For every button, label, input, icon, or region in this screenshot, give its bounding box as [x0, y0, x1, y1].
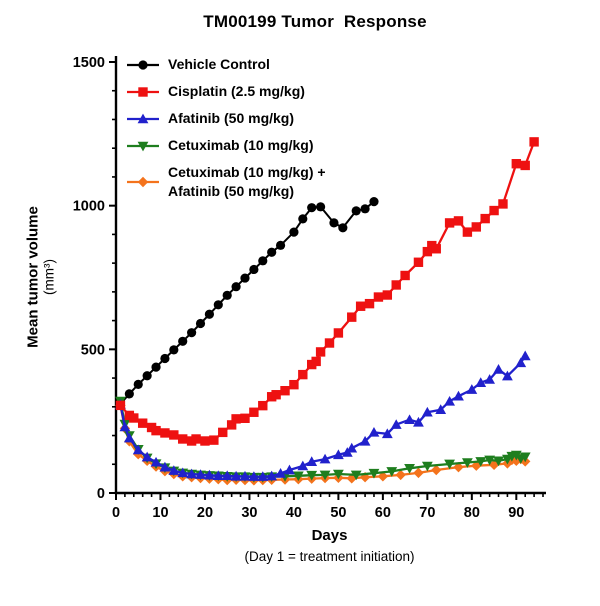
- series-cetuximab: [115, 396, 531, 483]
- legend-label: Cetuximab (10 mg/kg): [168, 137, 314, 153]
- y-tick-label: 1500: [73, 55, 105, 71]
- x-tick-label: 90: [508, 505, 524, 521]
- legend-item-2: Cisplatin (2.5 mg/kg): [127, 82, 326, 101]
- x-tick-label: 30: [241, 505, 257, 521]
- y-tick-label: 1000: [73, 199, 105, 215]
- series-cisplatin: [115, 137, 539, 446]
- series-vehicle: [115, 197, 379, 409]
- triangle-up-legend-marker-icon: [127, 113, 159, 123]
- diamond-legend-marker-icon: [127, 176, 159, 188]
- x-tick-label: 70: [419, 505, 435, 521]
- legend-label: Cetuximab (10 mg/kg) + Afatinib (50 mg/k…: [168, 164, 326, 199]
- legend: Vehicle Control Cisplatin (2.5 mg/kg) Afat…: [127, 55, 326, 209]
- y-tick-label: 500: [81, 342, 105, 358]
- triangle-down-legend-marker-icon: [127, 141, 159, 151]
- circle-legend-marker-icon: [127, 59, 159, 70]
- series-afatinib: [115, 350, 531, 481]
- y-axis-label-unit: (mm³): [41, 259, 57, 295]
- x-tick-label: 0: [112, 505, 120, 521]
- legend-label: Afatinib (50 mg/kg): [168, 110, 295, 126]
- x-tick-label: 50: [330, 505, 346, 521]
- legend-item-5: Cetuximab (10 mg/kg) + Afatinib (50 mg/k…: [127, 163, 326, 201]
- x-tick-label: 40: [286, 505, 302, 521]
- legend-item-1: Vehicle Control: [127, 55, 326, 74]
- y-axis-label-text: Mean tumor volume: [24, 206, 42, 348]
- x-tick-label: 20: [197, 505, 213, 521]
- legend-label: Cisplatin (2.5 mg/kg): [168, 83, 305, 99]
- square-legend-marker-icon: [127, 86, 159, 97]
- x-axis-label: Days: [311, 527, 348, 544]
- x-tick-label: 60: [375, 505, 391, 521]
- chart-title: TM00199 Tumor Response: [203, 12, 427, 31]
- x-tick-label: 10: [152, 505, 168, 521]
- y-tick-label: 0: [97, 486, 105, 502]
- x-axis-note: (Day 1 = treatment initiation): [244, 549, 415, 564]
- legend-item-4: Cetuximab (10 mg/kg): [127, 136, 326, 155]
- x-tick-label: 80: [464, 505, 480, 521]
- legend-item-3: Afatinib (50 mg/kg): [127, 109, 326, 128]
- legend-label: Vehicle Control: [168, 56, 270, 72]
